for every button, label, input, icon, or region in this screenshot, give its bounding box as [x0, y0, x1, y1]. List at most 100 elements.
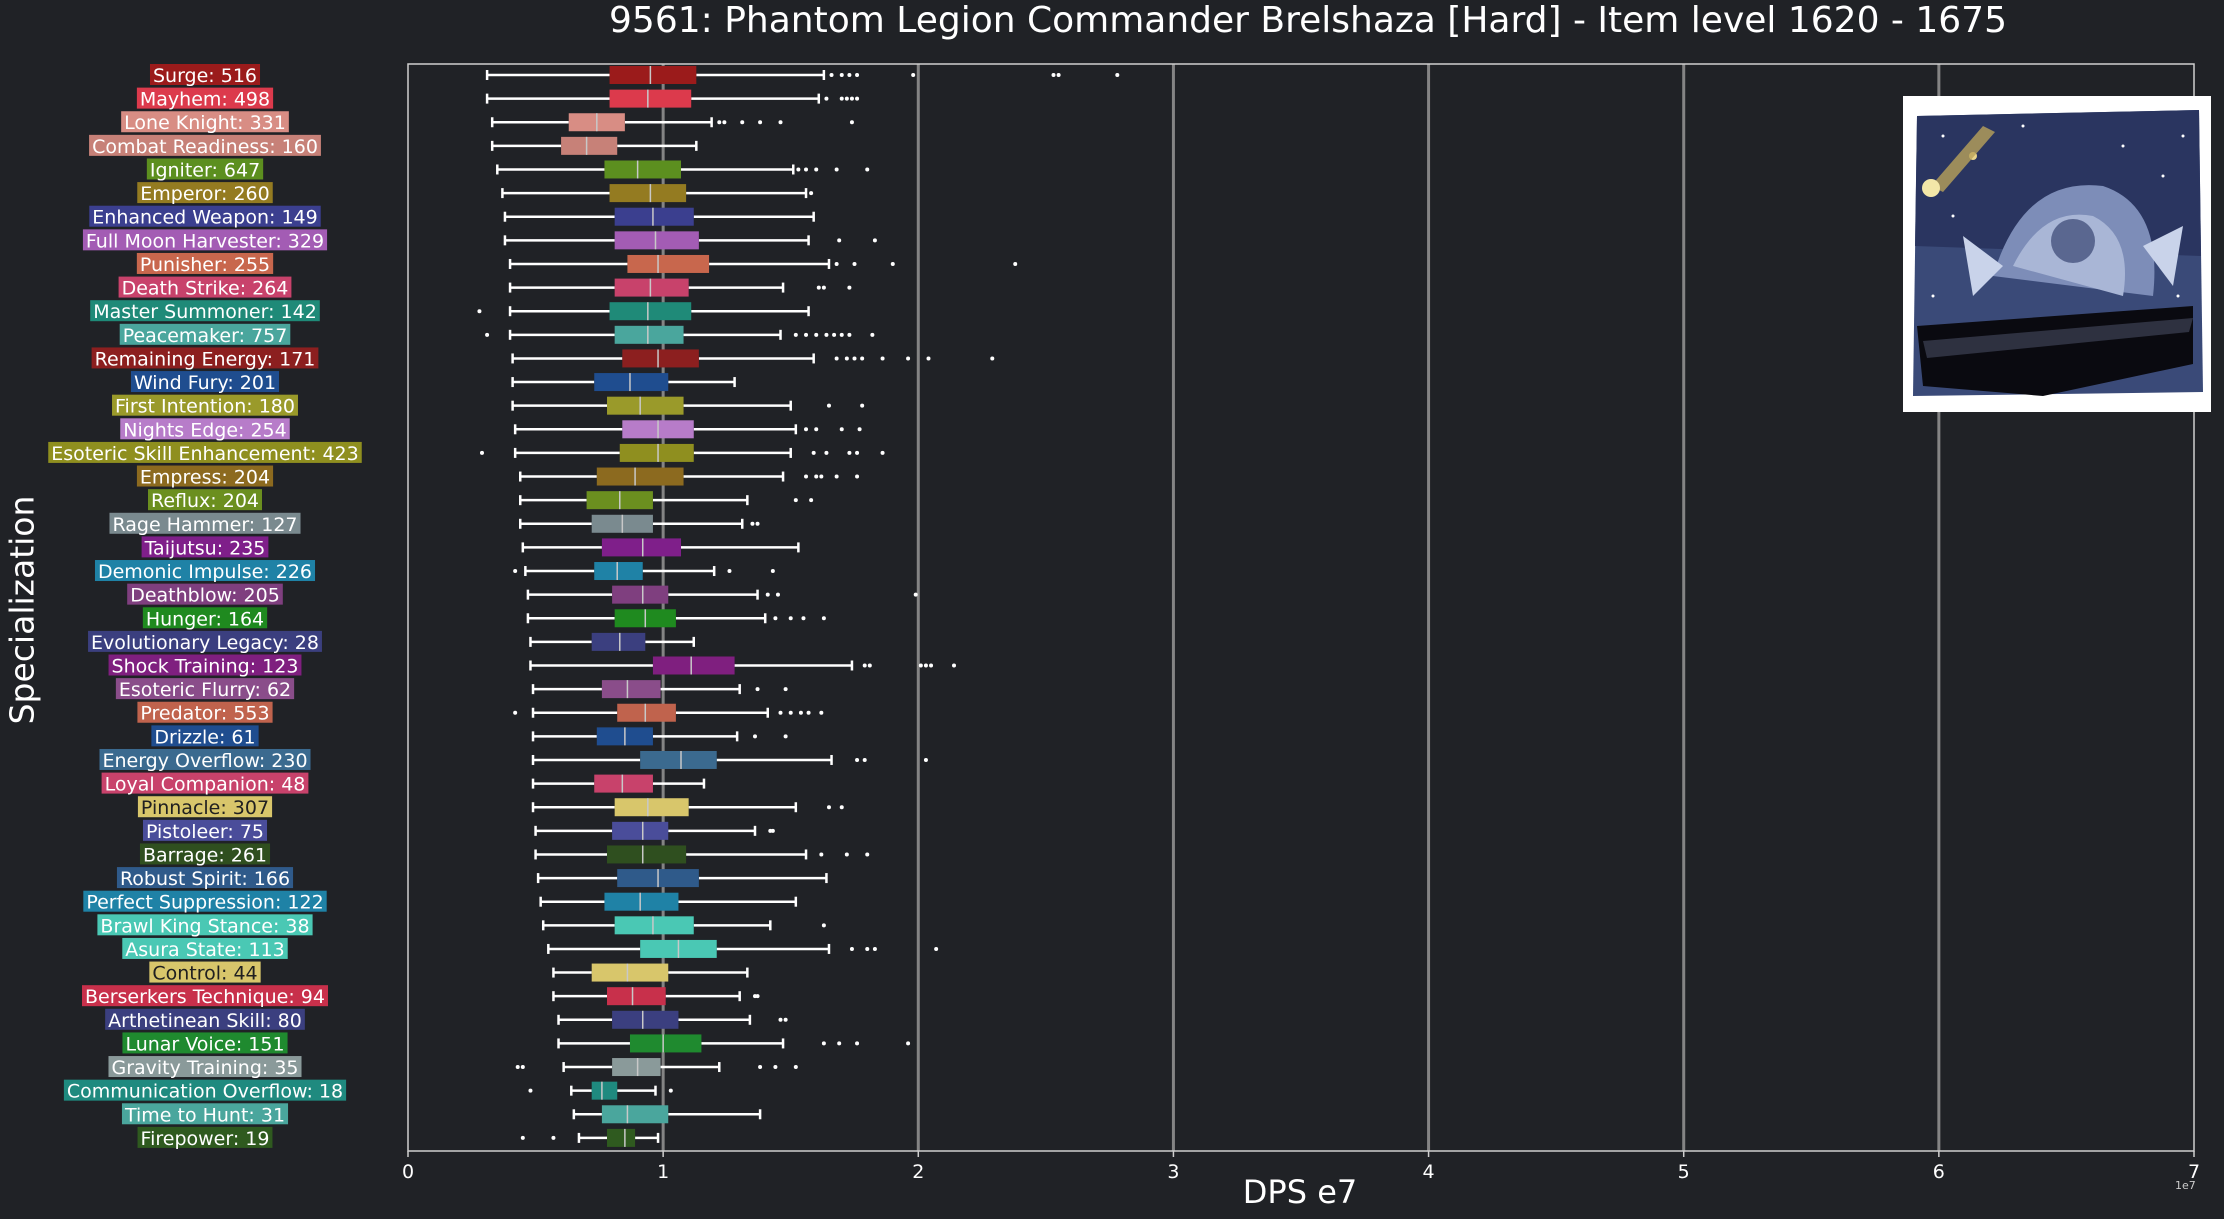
box-iqr: [596, 467, 684, 486]
category-label-bg: [136, 252, 274, 274]
category-label-bg: [82, 229, 328, 251]
category-label-bg: [63, 1079, 347, 1101]
category-label-bg: [105, 1008, 305, 1030]
plot-marks: [477, 66, 1120, 1147]
outlier-point: [773, 616, 778, 621]
box-series: [485, 325, 875, 344]
category-label: Lunar Voice: 151: [122, 1032, 288, 1055]
box-iqr: [601, 680, 661, 699]
category-label-bg: [141, 536, 269, 558]
outlier-point: [783, 1017, 788, 1022]
category-label-text: Arthetinean Skill: 80: [108, 1010, 302, 1032]
outlier-point: [755, 687, 760, 692]
category-label-bg: [142, 819, 268, 841]
category-label-bg: [88, 630, 322, 652]
category-label: Deathblow: 205: [127, 583, 283, 607]
box-series: [528, 1081, 673, 1100]
category-label-text: Deathblow: 205: [130, 585, 280, 607]
box-series: [526, 585, 918, 604]
outlier-point: [837, 238, 842, 243]
outlier-point: [485, 332, 490, 337]
outlier-point: [890, 261, 895, 266]
outlier-point: [829, 73, 834, 77]
category-label: Loyal Companion: 48: [101, 772, 309, 796]
category-label: Communication Overflow: 18: [63, 1079, 347, 1103]
outlier-point: [770, 569, 775, 574]
outlier-point: [775, 592, 780, 597]
outlier-point: [717, 120, 722, 125]
box-iqr: [619, 443, 694, 462]
outlier-point: [855, 96, 860, 101]
category-label: Emperor: 260: [137, 182, 273, 205]
category-label-text: Rage Hammer: 127: [112, 514, 297, 536]
box-series: [531, 727, 788, 746]
box-series: [513, 703, 824, 722]
category-label: Punisher: 255: [136, 252, 274, 276]
box-series: [477, 302, 810, 321]
category-label-text: Control: 44: [152, 963, 257, 985]
category-label: Surge: 516: [149, 64, 261, 87]
outlier-point: [773, 1065, 778, 1070]
box-series: [508, 278, 852, 297]
category-label-bg: [108, 654, 302, 676]
box-series: [529, 632, 696, 651]
outlier-point: [824, 96, 829, 101]
category-label-text: Communication Overflow: 18: [67, 1081, 343, 1103]
outlier-point: [824, 332, 829, 337]
raid-boss-thumbnail: [1903, 96, 2211, 412]
box-iqr: [614, 278, 689, 297]
outlier-point: [722, 120, 727, 125]
outlier-point: [778, 120, 783, 125]
outlier-point: [804, 474, 809, 479]
box-iqr: [614, 916, 694, 935]
outlier-point: [758, 1065, 763, 1070]
category-label: Taijutsu: 235: [141, 536, 269, 559]
outlier-point: [906, 1041, 911, 1046]
box-iqr: [609, 184, 687, 203]
x-tick-label: 3: [1167, 1161, 1179, 1183]
category-label-text: Perfect Suppression: 122: [86, 892, 323, 914]
outlier-point: [796, 167, 801, 172]
outlier-point: [834, 474, 839, 479]
outlier-point: [847, 332, 852, 337]
outlier-point: [847, 450, 852, 455]
outlier-point: [793, 498, 798, 503]
category-label-text: Barrage: 261: [143, 844, 267, 866]
category-label: Control: 44: [149, 961, 261, 985]
outlier-point: [929, 663, 934, 668]
category-label: Arthetinean Skill: 80: [105, 1008, 305, 1032]
category-label-text: Gravity Training: 35: [111, 1057, 298, 1079]
outlier-point: [477, 309, 482, 314]
outlier-point: [668, 1088, 673, 1093]
category-label: Rage Hammer: 127: [109, 512, 301, 536]
category-label-bg: [116, 867, 294, 889]
x-tick-label: 1: [657, 1161, 669, 1183]
x-tick-label: 7: [2188, 1161, 2200, 1183]
category-label-text: Evolutionary Legacy: 28: [91, 632, 319, 654]
category-label: Peacemaker: 757: [119, 323, 291, 347]
outlier-point: [918, 663, 923, 668]
outlier-point: [788, 616, 793, 621]
box-iqr: [604, 892, 679, 911]
outlier-point: [816, 285, 821, 290]
x-tick-label: 6: [1933, 1161, 1945, 1183]
outlier-point: [798, 710, 803, 715]
box-iqr: [627, 254, 710, 273]
outlier-point: [855, 1041, 860, 1046]
category-label: Master Summoner: 142: [90, 300, 320, 323]
box-iqr: [609, 66, 697, 84]
x-axis-exponent: 1e7: [2175, 1179, 2196, 1192]
category-label-text: Predator: 553: [140, 703, 269, 725]
box-iqr: [614, 798, 689, 817]
outlier-point: [926, 356, 931, 361]
outlier-point: [783, 687, 788, 692]
outlier-point: [1056, 73, 1061, 77]
category-label-bg: [149, 64, 261, 85]
category-label-bg: [109, 512, 301, 534]
box-series: [547, 939, 939, 958]
box-series: [519, 467, 860, 486]
category-label-text: Full Moon Harvester: 329: [86, 230, 324, 252]
category-label-text: Esoteric Flurry: 62: [119, 679, 291, 701]
box-series: [529, 656, 957, 675]
category-label: Full Moon Harvester: 329: [82, 229, 328, 252]
